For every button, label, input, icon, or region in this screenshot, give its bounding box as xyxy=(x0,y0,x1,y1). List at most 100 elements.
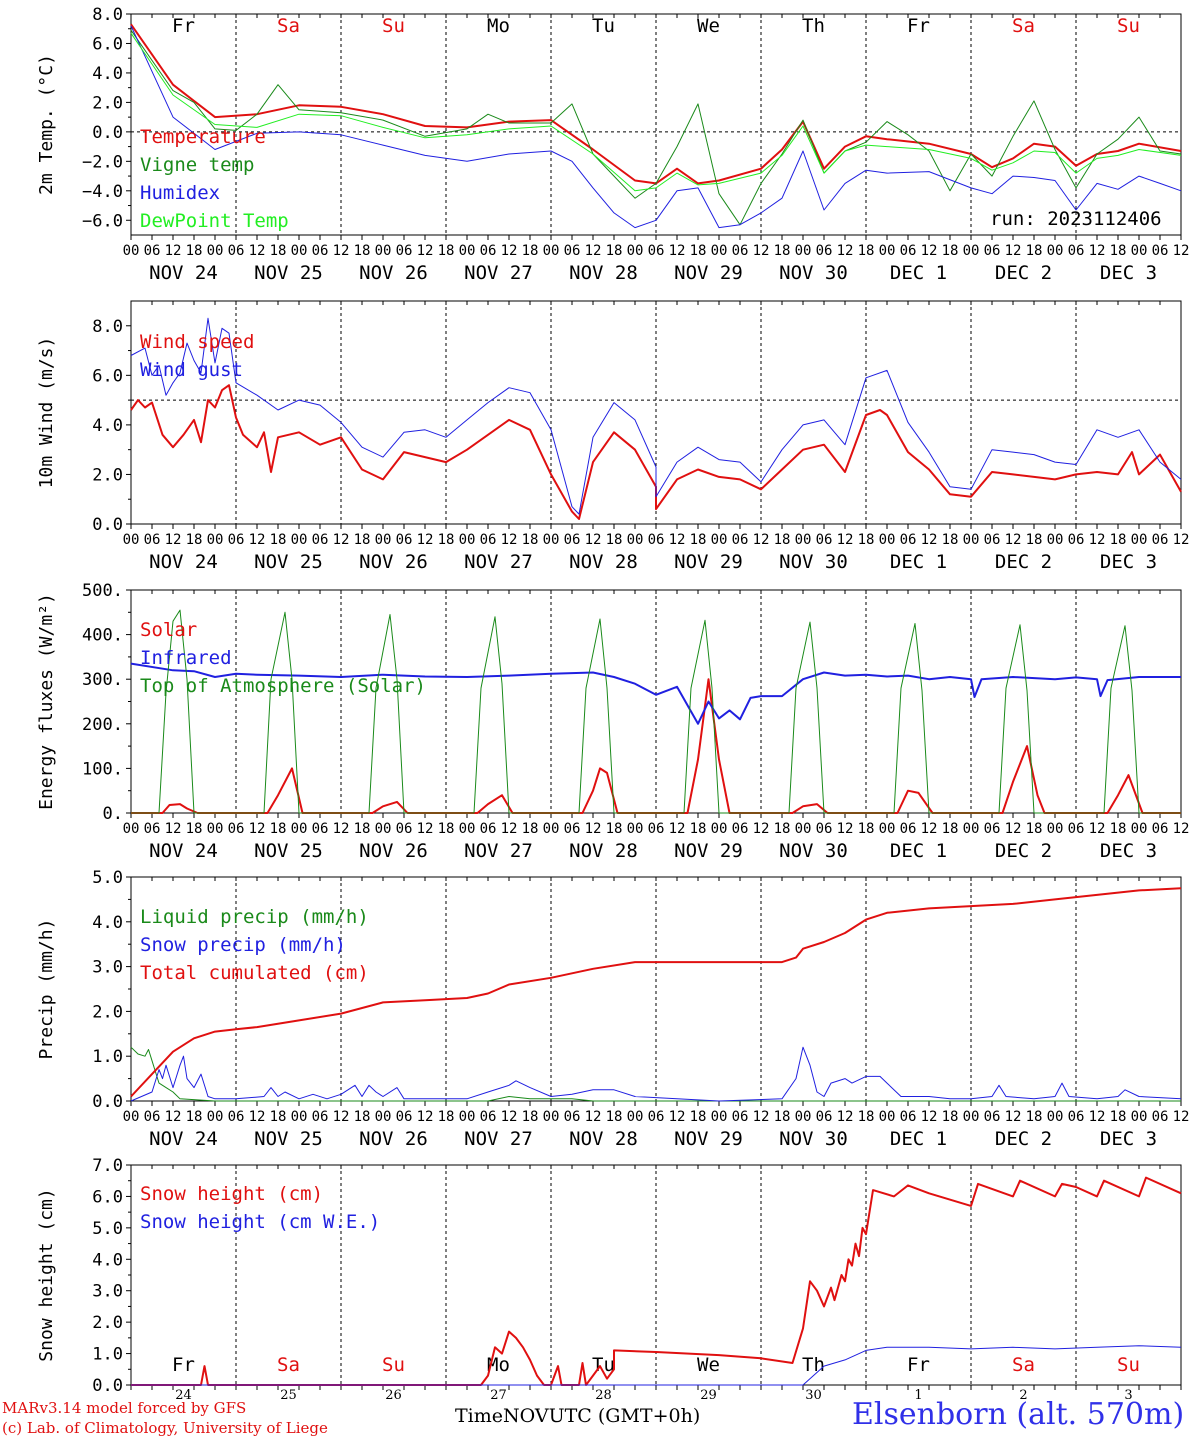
hour-tick-label: 18 xyxy=(270,1109,287,1125)
hour-tick-label: 18 xyxy=(438,821,455,837)
date-label: DEC 2 xyxy=(995,840,1052,862)
hour-tick-label: 06 xyxy=(480,821,497,837)
legend-entry: Wind gust xyxy=(140,359,243,381)
hour-tick-label: 12 xyxy=(669,243,686,259)
hour-tick-label: 00 xyxy=(963,243,980,259)
hour-tick-label: 00 xyxy=(291,1109,308,1125)
y-tick-label: 2.0 xyxy=(92,1002,123,1022)
y-tick-label: 400. xyxy=(82,626,123,646)
hour-tick-label: 12 xyxy=(333,243,350,259)
y-axis-label: 2m Temp. (°C) xyxy=(36,54,57,195)
hour-tick-label: 00 xyxy=(795,532,812,548)
hour-tick-label: 00 xyxy=(459,821,476,837)
y-tick-label: −6.0 xyxy=(82,211,123,231)
hour-tick-label: 00 xyxy=(879,821,896,837)
y-axis-label: 10m Wind (m/s) xyxy=(36,337,57,489)
hour-tick-label: 06 xyxy=(228,532,245,548)
hour-tick-label: 12 xyxy=(417,532,434,548)
hour-tick-label: 06 xyxy=(564,821,581,837)
hour-tick-label: 06 xyxy=(1068,532,1085,548)
hour-tick-label: 00 xyxy=(1131,1109,1148,1125)
hour-tick-label: 06 xyxy=(900,243,917,259)
hour-tick-label: 06 xyxy=(228,1109,245,1125)
hour-tick-label: 06 xyxy=(396,821,413,837)
hour-tick-label: 18 xyxy=(522,821,539,837)
hour-tick-label: 06 xyxy=(228,821,245,837)
hour-tick-label: 18 xyxy=(186,821,203,837)
date-label: NOV 25 xyxy=(254,840,323,862)
hour-tick-label: 18 xyxy=(606,532,623,548)
y-tick-label: 6.0 xyxy=(92,34,123,54)
hour-tick-label: 00 xyxy=(459,532,476,548)
date-label: NOV 29 xyxy=(674,551,743,573)
hour-tick-label: 12 xyxy=(165,1109,182,1125)
date-label: DEC 2 xyxy=(995,262,1052,284)
series-line-total-cumulated-cm- xyxy=(130,887,1182,1098)
legend-entry: Snow height (cm W.E.) xyxy=(140,1211,380,1233)
hour-tick-label: 12 xyxy=(837,532,854,548)
hour-tick-label: 12 xyxy=(165,243,182,259)
hour-tick-label: 12 xyxy=(249,821,266,837)
date-label: NOV 26 xyxy=(359,840,428,862)
date-label: DEC 3 xyxy=(1100,840,1157,862)
weekday-label: Th xyxy=(802,1354,825,1376)
legend-entry: DewPoint Temp xyxy=(140,210,289,232)
hour-tick-label: 00 xyxy=(123,821,140,837)
hour-tick-label: 00 xyxy=(1047,821,1064,837)
y-tick-label: −2.0 xyxy=(82,152,123,172)
hour-tick-label: 06 xyxy=(144,243,161,259)
hour-tick-label: 12 xyxy=(1005,532,1022,548)
hour-tick-label: 18 xyxy=(270,532,287,548)
day-number-label: 24 xyxy=(175,1388,192,1403)
y-tick-label: 3.0 xyxy=(92,1282,123,1302)
weekday-label: Sa xyxy=(1012,1354,1035,1376)
date-label: NOV 25 xyxy=(254,1128,323,1150)
hour-tick-label: 18 xyxy=(1026,821,1043,837)
date-label: NOV 29 xyxy=(674,1128,743,1150)
hour-tick-label: 12 xyxy=(333,1109,350,1125)
hour-tick-label: 12 xyxy=(921,532,938,548)
date-label: NOV 27 xyxy=(464,262,533,284)
hour-tick-label: 00 xyxy=(795,1109,812,1125)
legend-entry: Liquid precip (mm/h) xyxy=(140,906,369,928)
hour-tick-label: 18 xyxy=(774,821,791,837)
hour-tick-label: 12 xyxy=(417,243,434,259)
hour-tick-label: 06 xyxy=(648,821,665,837)
weekday-label: Fr xyxy=(907,1354,930,1376)
hour-tick-label: 12 xyxy=(921,1109,938,1125)
hour-tick-label: 18 xyxy=(354,532,371,548)
weekday-label: Fr xyxy=(172,15,195,37)
hour-tick-label: 18 xyxy=(690,821,707,837)
date-label: NOV 30 xyxy=(779,551,848,573)
hour-tick-label: 06 xyxy=(564,243,581,259)
legend-entry: Solar xyxy=(140,619,197,641)
date-label: NOV 29 xyxy=(674,840,743,862)
hour-tick-label: 18 xyxy=(606,243,623,259)
hour-tick-label: 00 xyxy=(543,532,560,548)
date-label: NOV 27 xyxy=(464,551,533,573)
date-label: NOV 28 xyxy=(569,262,638,284)
hour-tick-label: 18 xyxy=(774,243,791,259)
hour-tick-label: 06 xyxy=(900,532,917,548)
hour-tick-label: 06 xyxy=(312,243,329,259)
y-tick-label: 4.0 xyxy=(92,64,123,84)
hour-tick-label: 18 xyxy=(774,1109,791,1125)
hour-tick-label: 06 xyxy=(648,1109,665,1125)
weekday-label: Sa xyxy=(277,15,300,37)
hour-tick-label: 12 xyxy=(1173,821,1190,837)
date-label: DEC 2 xyxy=(995,551,1052,573)
hour-tick-label: 06 xyxy=(1152,1109,1169,1125)
y-tick-label: 100. xyxy=(82,759,123,779)
hour-tick-label: 06 xyxy=(816,821,833,837)
hour-tick-label: 12 xyxy=(669,821,686,837)
weekday-label: Su xyxy=(382,1354,405,1376)
y-axis-label: Energy fluxes (W/m²) xyxy=(36,593,57,810)
hour-tick-label: 12 xyxy=(585,821,602,837)
y-tick-label: 0. xyxy=(103,804,123,824)
hour-tick-label: 00 xyxy=(711,532,728,548)
hour-tick-label: 06 xyxy=(816,532,833,548)
hour-tick-label: 00 xyxy=(207,1109,224,1125)
hour-tick-label: 06 xyxy=(900,1109,917,1125)
hour-tick-label: 00 xyxy=(543,821,560,837)
date-label: DEC 1 xyxy=(890,1128,947,1150)
